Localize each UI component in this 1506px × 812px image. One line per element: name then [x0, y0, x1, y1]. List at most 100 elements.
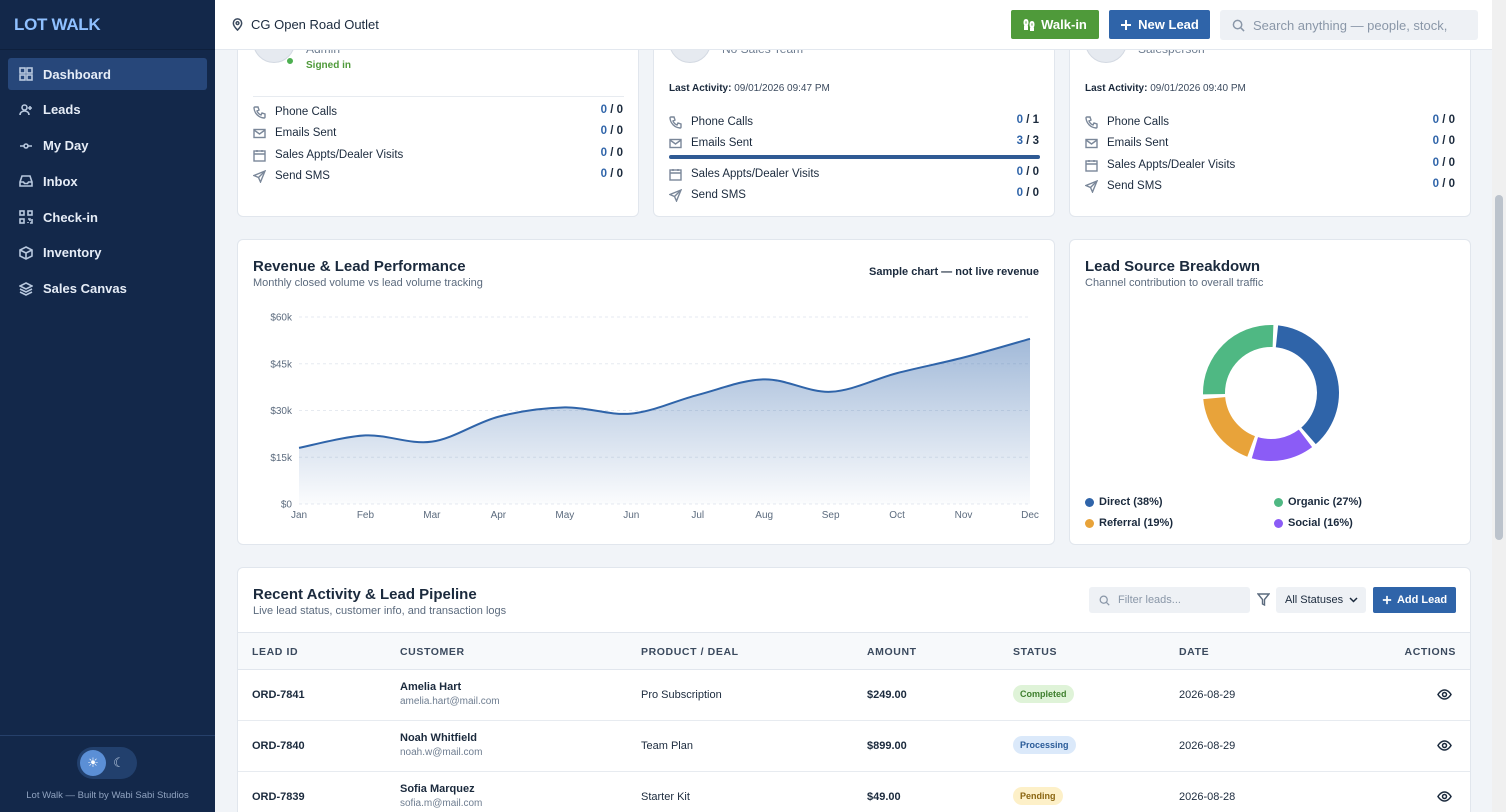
x-tick-label: Jun: [623, 510, 639, 521]
column-header-amount[interactable]: AMOUNT: [867, 646, 917, 658]
table-row[interactable]: ORD-7841 Amelia Hart amelia.hart@mail.co…: [238, 670, 1470, 721]
sidebar-item-check-in[interactable]: Check-in: [8, 201, 207, 233]
phone-icon: [1085, 115, 1098, 129]
customer-email: amelia.hart@mail.com: [400, 696, 500, 707]
amount: $49.00: [867, 791, 901, 803]
table-row[interactable]: ORD-7839 Sofia Marquez sofia.m@mail.com …: [238, 772, 1470, 812]
stat-done: 0: [600, 168, 607, 180]
filter-leads[interactable]: [1089, 587, 1250, 613]
sidebar-item-sales-canvas[interactable]: Sales Canvas: [8, 273, 207, 305]
stat-send-sms: Send SMS: [669, 187, 746, 203]
calendar-icon: [1085, 159, 1098, 172]
sidebar-item-leads[interactable]: Leads: [8, 94, 207, 126]
legend-social: Social (16%): [1274, 517, 1353, 529]
theme-toggle[interactable]: ☀ ☾: [77, 747, 137, 779]
search-input[interactable]: [1253, 17, 1463, 33]
sidebar-item-label: Sales Canvas: [43, 281, 127, 297]
filter-icon[interactable]: [1256, 593, 1271, 607]
table-row[interactable]: ORD-7840 Noah Whitfield noah.w@mail.com …: [238, 721, 1470, 772]
x-tick-label: Mar: [423, 510, 441, 521]
x-tick-label: Oct: [889, 510, 905, 521]
stat-value: 3 / 3: [1016, 135, 1039, 147]
new-lead-button[interactable]: New Lead: [1109, 10, 1210, 39]
donut-slice-social: [1251, 429, 1313, 461]
status-badge: Pending: [1013, 787, 1063, 805]
stat-done: 0: [1432, 178, 1439, 190]
filter-leads-input[interactable]: [1118, 594, 1238, 606]
view-icon[interactable]: [1437, 687, 1452, 702]
page-scrollbar[interactable]: [1492, 0, 1506, 812]
walk-in-button[interactable]: Walk-in: [1011, 10, 1099, 39]
stat-done: 0: [1016, 187, 1023, 199]
stat-value: 0 / 0: [1432, 157, 1455, 169]
stat-total: 0: [1448, 135, 1455, 147]
status-badge: Processing: [1013, 736, 1076, 754]
column-header-status[interactable]: STATUS: [1013, 646, 1058, 658]
scrollbar-thumb[interactable]: [1495, 195, 1503, 540]
user-plus-icon: [19, 103, 33, 117]
lead-source-donut-chart: [1203, 325, 1339, 461]
search-icon: [1099, 595, 1110, 606]
customer-email: sofia.m@mail.com: [400, 798, 483, 809]
revenue-area-chart: $0 $15k $30k $45k $60k Jan Feb Mar Apr May Jun Jul A…: [270, 313, 1039, 522]
stat-total: 3: [1032, 135, 1039, 147]
legend-dot: [1274, 497, 1283, 507]
date: 2026-08-29: [1179, 740, 1236, 752]
stat-value: 0 / 1: [1016, 114, 1039, 126]
card-subtitle: Monthly closed volume vs lead volume tra…: [253, 277, 483, 289]
column-header-date[interactable]: DATE: [1179, 646, 1210, 658]
view-icon[interactable]: [1437, 738, 1452, 753]
stat-sales-appts: Sales Appts/Dealer Visits: [669, 166, 819, 182]
stat-done: 0: [600, 147, 607, 159]
stat-value: 0 / 0: [600, 147, 623, 159]
global-search[interactable]: [1220, 10, 1478, 40]
sidebar-item-dashboard[interactable]: Dashboard: [8, 58, 207, 90]
x-tick-label: May: [555, 510, 574, 521]
sun-icon[interactable]: ☀: [80, 750, 106, 776]
view-icon[interactable]: [1437, 789, 1452, 804]
stat-phone-calls: Phone Calls: [1085, 114, 1169, 130]
column-header-customer[interactable]: CUSTOMER: [400, 646, 465, 658]
lead-id: ORD-7839: [252, 791, 305, 803]
phone-icon: [669, 115, 682, 129]
location-selector[interactable]: CG Open Road Outlet: [231, 17, 379, 32]
last-activity: Last Activity: 09/01/2026 09:47 PM: [669, 83, 830, 94]
stat-emails-sent: Emails Sent: [1085, 135, 1168, 151]
dashboard-icon: [19, 67, 33, 81]
legend-dot: [1085, 497, 1094, 507]
location-name: CG Open Road Outlet: [251, 17, 379, 32]
table-header: LEAD ID CUSTOMER PRODUCT / DEAL AMOUNT S…: [238, 632, 1470, 670]
inbox-icon: [19, 174, 33, 188]
donut-slice-organic: [1203, 325, 1274, 395]
stat-label: Sales Appts/Dealer Visits: [1107, 159, 1236, 171]
x-tick-label: Nov: [955, 510, 973, 521]
chevron-down-icon: [1349, 597, 1358, 603]
footprints-icon: [1023, 18, 1035, 31]
card-title: Revenue & Lead Performance: [253, 258, 466, 275]
card-title: Recent Activity & Lead Pipeline: [253, 586, 477, 603]
stat-emails-sent: Emails Sent: [669, 135, 752, 151]
app-logo[interactable]: LOT WALK: [0, 0, 215, 50]
column-header-lead-id[interactable]: LEAD ID: [252, 646, 299, 658]
stat-value: 0 / 0: [600, 104, 623, 116]
status-filter-select[interactable]: All Statuses: [1276, 587, 1366, 613]
x-tick-label: Apr: [491, 510, 507, 521]
sidebar-item-inbox[interactable]: Inbox: [8, 165, 207, 197]
sidebar-item-my-day[interactable]: My Day: [8, 130, 207, 162]
moon-icon[interactable]: ☾: [113, 755, 125, 770]
stat-value: 0 / 0: [1016, 166, 1039, 178]
x-tick-label: Jan: [291, 510, 307, 521]
legend-label: Social (16%): [1288, 517, 1353, 529]
sidebar-item-label: Inventory: [43, 245, 102, 261]
stat-done: 0: [600, 104, 607, 116]
stat-sales-appts: Sales Appts/Dealer Visits: [253, 147, 403, 163]
add-lead-button[interactable]: Add Lead: [1373, 587, 1456, 613]
donut-slice-referral: [1203, 397, 1255, 457]
sidebar-item-inventory[interactable]: Inventory: [8, 237, 207, 269]
lead-id: ORD-7840: [252, 740, 305, 752]
stat-total: 0: [1032, 187, 1039, 199]
area-fill: [299, 338, 1030, 504]
column-header-product[interactable]: PRODUCT / DEAL: [641, 646, 739, 658]
stat-phone-calls: Phone Calls: [669, 114, 753, 130]
last-activity-time: 09/01/2026 09:47 PM: [734, 83, 830, 94]
